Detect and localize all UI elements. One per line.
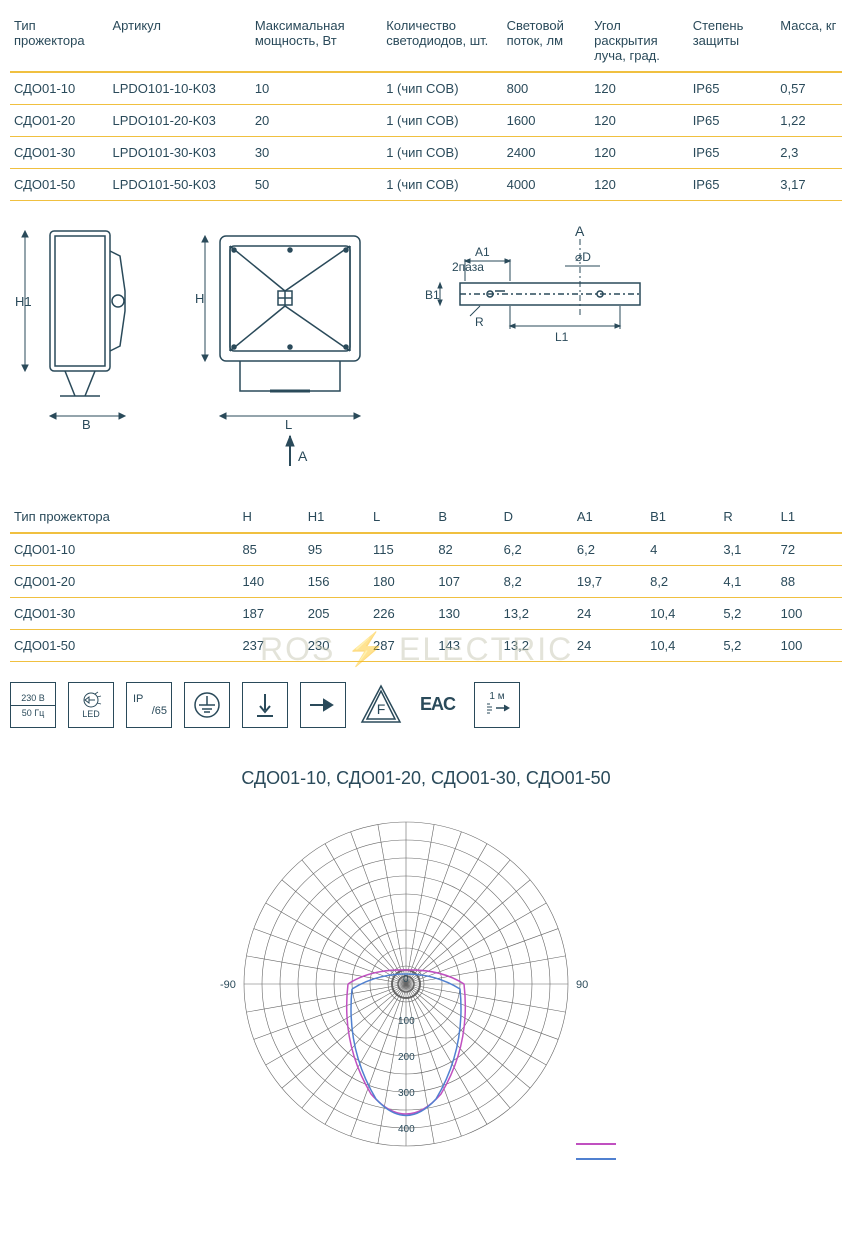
polar-chart-section: СДО01-10, СДО01-20, СДО01-30, СДО01-50 -… — [10, 768, 842, 1177]
table2-col-3: L — [369, 501, 434, 533]
label-b: B — [82, 417, 91, 431]
table1-row: СДО01-50LPDO101-50-K03501 (чип COB)40001… — [10, 169, 842, 201]
led-icon: LED — [68, 682, 114, 728]
ground-icon — [184, 682, 230, 728]
svg-text:300: 300 — [398, 1088, 415, 1099]
table2-col-2: H1 — [304, 501, 369, 533]
table2-row: СДО01-108595115826,26,243,172 — [10, 533, 842, 566]
down-arrow-icon — [242, 682, 288, 728]
table2-header-row: Тип прожектораHH1LBDA1B1RL1 — [10, 501, 842, 533]
svg-text:400: 400 — [398, 1124, 415, 1135]
specs-table-1: Тип прожектораАртикулМаксимальная мощнос… — [10, 10, 842, 201]
voltage-icon: 230 В 50 Гц — [10, 682, 56, 728]
f-triangle-icon: F — [358, 682, 404, 728]
side-view-diagram: H1 B — [10, 221, 160, 431]
bracket-diagram: A A1 2паза ⌀D B1 R L1 — [420, 221, 680, 361]
dimensions-table: Тип прожектораHH1LBDA1B1RL1 СДО01-108595… — [10, 501, 842, 662]
table2-col-7: B1 — [646, 501, 719, 533]
table1-col-3: Количество светодиодов, шт. — [382, 10, 502, 72]
svg-text:EAC: EAC — [420, 694, 456, 714]
label-h1: H1 — [15, 294, 32, 309]
table2-col-4: B — [434, 501, 499, 533]
front-view-diagram: H L A — [190, 221, 390, 481]
table1-col-6: Степень защиты — [689, 10, 777, 72]
table1-row: СДО01-30LPDO101-30-K03301 (чип COB)24001… — [10, 137, 842, 169]
polar-chart: -90 90 0 100 200 300 400 — [176, 804, 676, 1174]
table1-col-0: Тип прожектора — [10, 10, 109, 72]
table2-row: СДО01-201401561801078,219,78,24,188 — [10, 566, 842, 598]
table1-col-7: Масса, кг — [776, 10, 842, 72]
polar-center: 0 — [403, 974, 409, 985]
svg-text:F: F — [377, 701, 386, 717]
table2-col-9: L1 — [777, 501, 842, 533]
eac-icon: EAC — [416, 682, 462, 728]
label-l1: L1 — [555, 330, 569, 344]
table2-col-1: H — [238, 501, 303, 533]
table2-col-8: R — [719, 501, 776, 533]
label-a-top: A — [575, 223, 585, 239]
polar-title: СДО01-10, СДО01-20, СДО01-30, СДО01-50 — [10, 768, 842, 789]
svg-text:200: 200 — [398, 1052, 415, 1063]
distance-icon: 1 м — [474, 682, 520, 728]
label-a-arrow: A — [298, 448, 308, 464]
table1-header-row: Тип прожектораАртикулМаксимальная мощнос… — [10, 10, 842, 72]
table1-row: СДО01-10LPDO101-10-K03101 (чип COB)80012… — [10, 72, 842, 105]
table1-col-2: Максимальная мощность, Вт — [251, 10, 382, 72]
table2-col-6: A1 — [573, 501, 646, 533]
table1-row: СДО01-20LPDO101-20-K03201 (чип COB)16001… — [10, 105, 842, 137]
table1-col-5: Угол раскрытия луча, град. — [590, 10, 689, 72]
label-l: L — [285, 417, 292, 432]
table1-col-4: Световой поток, лм — [503, 10, 591, 72]
ip-icon: IP /65 — [126, 682, 172, 728]
label-h: H — [195, 291, 204, 306]
svg-text:100: 100 — [398, 1016, 415, 1027]
label-d: ⌀D — [575, 250, 591, 264]
certification-icons-row: 230 В 50 Гц LED IP /65 F EAC 1 м — [10, 682, 842, 728]
table2-col-0: Тип прожектора — [10, 501, 238, 533]
right-arrow-icon — [300, 682, 346, 728]
label-a1: A1 — [475, 245, 490, 259]
table1-col-1: Артикул — [109, 10, 251, 72]
polar-left: -90 — [220, 979, 236, 991]
polar-right: 90 — [576, 979, 588, 991]
label-r: R — [475, 315, 484, 329]
table2-row: СДО01-3018720522613013,22410,45,2100 — [10, 598, 842, 630]
table2-row: СДО01-5023723028714313,22410,45,2100 — [10, 630, 842, 662]
label-b1: B1 — [425, 288, 440, 302]
table2-col-5: D — [500, 501, 573, 533]
dimension-diagrams: H1 B H L A — [10, 221, 842, 481]
